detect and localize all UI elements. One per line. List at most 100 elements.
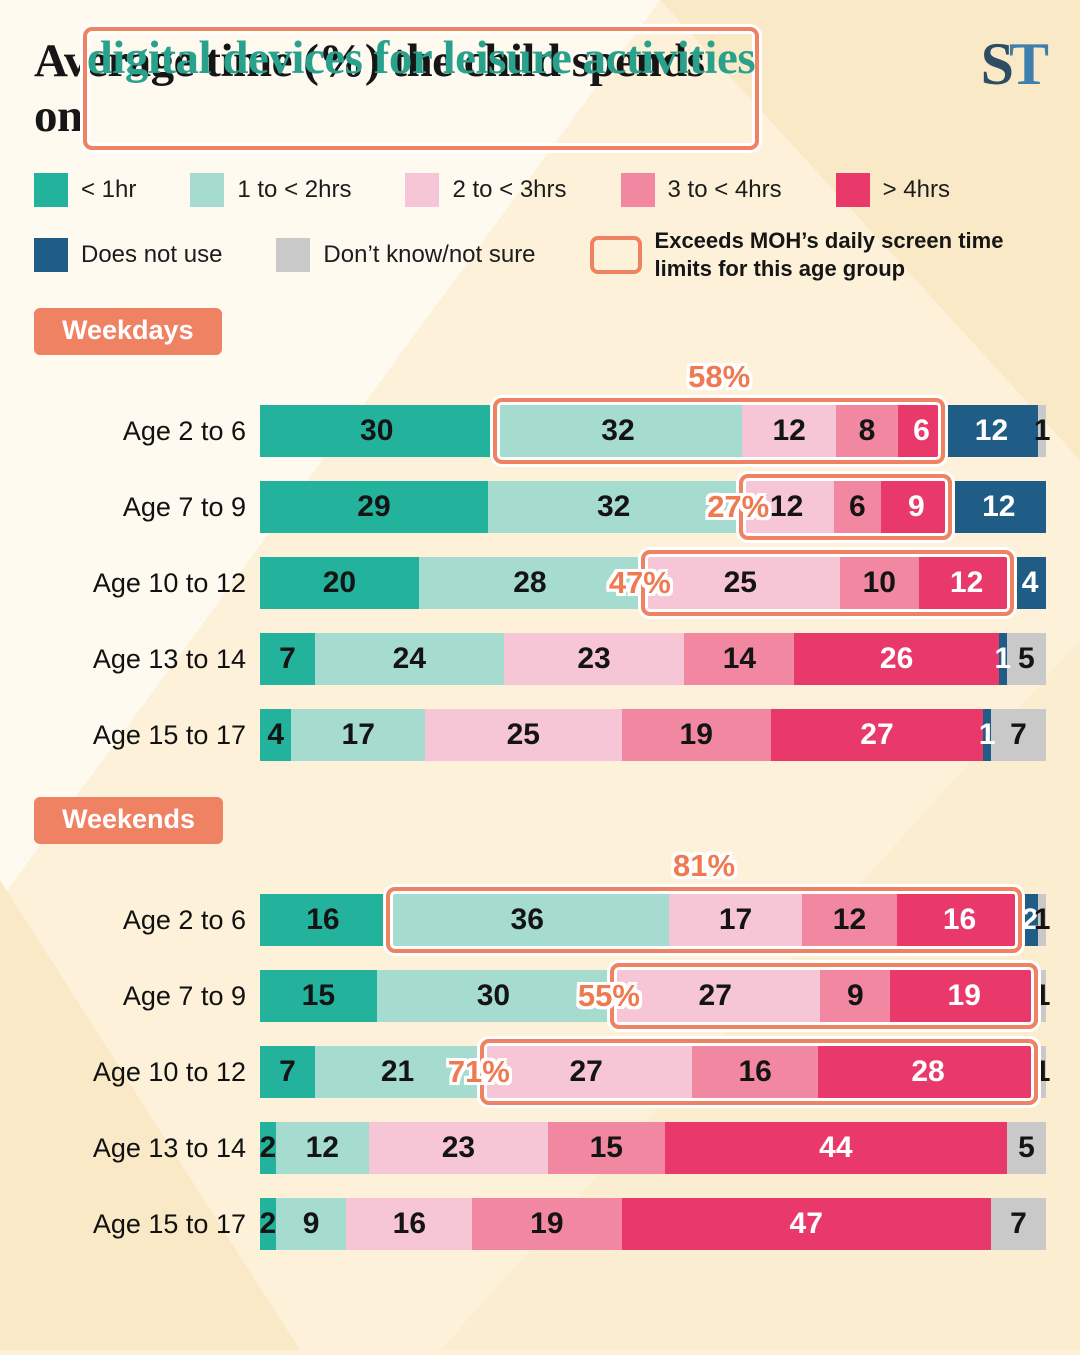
segment-value: 47 [789,1207,823,1241]
stacked-bar: 4 17 25 19 27 1 7 [260,709,1046,762]
segment-value: 1 [1033,903,1051,937]
segment-value: 32 [601,414,635,448]
bar-segment-1hr: 7 [260,1046,316,1099]
legend-label: Does not use [81,240,223,268]
bar-segment-3-to-4hrs: 9 [820,970,891,1023]
exceeds-percentage-label: 81% [673,848,736,884]
row-label: Age 13 to 14 [92,643,246,674]
bar-segment-4hrs: 6 [898,405,945,458]
bar-segment-4hrs: 44 [664,1122,1008,1175]
segment-value: 23 [441,1131,476,1165]
segment-value: 20 [322,566,357,600]
bar-segment-1-to-2hrs: 21 [315,1046,481,1099]
row-label: Age 2 to 6 [122,415,246,446]
segment-value: 36 [510,903,544,937]
bar-segment-1-to-2hrs: 36 [385,894,669,947]
segment-value: 2 [1021,903,1039,937]
bar-segment-3-to-4hrs: 12 [802,894,897,947]
bar-segment-1-to-2hrs: 9 [275,1198,347,1251]
legend-row-other: Does not use Don’t know/not sure Exceeds … [34,227,1046,282]
segment-value: 4 [267,718,285,752]
stacked-bar: 7 21 27 16 28 1 71% [260,1039,1050,1106]
segment-value: 15 [301,979,336,1013]
segment-value: 15 [589,1131,623,1165]
segment-value: 21 [380,1055,415,1089]
bar-segment-1hr: 29 [260,481,488,534]
segment-value: 12 [982,490,1016,524]
stacked-bar: 30 32 12 8 6 12 1 58% [260,359,1050,465]
bar-segment-3-to-4hrs: 10 [839,557,919,610]
bar-row-weekends-age-2-to-6: Age 2 to 6 16 36 17 12 16 2 1 81% [34,848,1050,954]
segment-value: 8 [858,414,876,448]
row-label: Age 2 to 6 [122,904,246,935]
segment-value: 2 [259,1207,277,1241]
legend-item-don-t-know-not-sure: Don’t know/not sure [276,237,536,272]
bar-row-weekends-age-15-to-17: Age 15 to 17 2 9 16 19 47 7 [34,1198,1046,1251]
rows-weekends: Age 2 to 6 16 36 17 12 16 2 1 81% Age 7 to 9 15 30 2… [34,848,1050,1251]
segment-value: 30 [476,979,511,1013]
exceeds-percentage-label: 27% [707,489,770,525]
rows-weekdays: Age 2 to 6 30 32 12 8 6 12 1 58% Age 7 to 9 29 32 12… [34,359,1050,762]
section-weekends: Weekends Age 2 to 6 16 36 17 12 16 2 1 81% Age 7 t… [34,797,1050,1251]
segment-value: 6 [913,414,930,448]
segment-value: 19 [530,1207,564,1241]
header: Average time (%) the child spends on digi… [34,27,1049,151]
bar-segment-4hrs: 12 [918,557,1015,610]
legend-label: > 4hrs [882,176,950,204]
bar-segment-2-to-3hrs: 16 [346,1198,473,1251]
segment-value: 29 [357,490,391,524]
bar-segment-don-t-know-not-sure: 7 [990,709,1046,762]
segment-value: 25 [723,566,757,600]
stacked-bar: 7 24 23 14 26 1 5 [260,633,1046,686]
segment-value: 10 [862,566,896,600]
stacked-bar: 15 30 27 9 19 1 55% [260,963,1050,1030]
bar-row-weekdays-age-15-to-17: Age 15 to 17 4 17 25 19 27 1 7 [34,709,1046,762]
bar-segment-does-not-use: 1 [994,633,1011,686]
bar-segment-4hrs: 16 [896,894,1023,947]
row-label: Age 10 to 12 [92,567,246,598]
bar-segment-4hrs: 26 [794,633,999,686]
segment-value: 4 [1021,566,1039,600]
segment-value: 5 [1017,642,1035,676]
bar-segment-3-to-4hrs: 16 [692,1046,819,1099]
segment-value: 28 [911,1055,945,1089]
bar-segment-does-not-use: 1 [979,709,995,762]
legend-item-2-to-3hrs: 2 to < 3hrs [405,173,567,208]
section-header-weekends: Weekends [34,797,224,845]
segment-value: 7 [279,642,296,676]
bar-segment-2-to-3hrs: 12 [739,481,834,534]
st-logo-letter-s: S [980,31,1014,97]
bar-segment-2-to-3hrs: 12 [742,405,836,458]
stacked-bar: 29 32 12 6 9 12 27% [260,474,1046,541]
bar-segment-1hr: 2 [259,1198,277,1251]
title-line2-prefix: on [34,89,83,142]
bar-segment-4hrs: 19 [890,970,1039,1023]
segment-value: 1 [1033,979,1051,1013]
bar-segment-does-not-use: 12 [951,481,1046,534]
segment-value: 27 [860,718,894,752]
legend-swatch-1-to-2hrs [190,173,225,208]
row-label: Age 13 to 14 [92,1132,246,1163]
bar-segment-don-t-know-not-sure: 1 [1034,1046,1050,1099]
bar-row-weekdays-age-10-to-12: Age 10 to 12 20 28 25 10 12 4 47% [34,550,1046,617]
segment-value: 9 [907,490,925,524]
segment-value: 16 [306,903,340,937]
segment-value: 7 [1010,718,1027,752]
bar-segment-1-to-2hrs: 12 [275,1122,369,1175]
segment-value: 12 [974,414,1009,448]
legend-item-4hrs: > 4hrs [835,173,950,208]
bar-segment-don-t-know-not-sure: 7 [990,1198,1046,1251]
legend-swatch-4hrs [835,173,870,208]
segment-value: 30 [360,414,394,448]
legend-swatch-3-to-4hrs [620,173,655,208]
segment-value: 1 [978,718,996,752]
bar-segment-don-t-know-not-sure: 1 [1034,894,1050,947]
bar-segment-1-to-2hrs: 24 [315,633,504,686]
bar-segment-don-t-know-not-sure: 5 [1006,633,1046,686]
bar-segment-don-t-know-not-sure: 1 [1034,405,1050,458]
title-line1: Average time (%) the child spends [34,35,705,87]
bar-segment-2-to-3hrs: 25 [641,557,840,610]
bar-segment-1-to-2hrs: 32 [493,405,743,458]
bar-segment-4hrs: 47 [621,1198,991,1251]
bar-segment-1-to-2hrs: 30 [376,970,611,1023]
